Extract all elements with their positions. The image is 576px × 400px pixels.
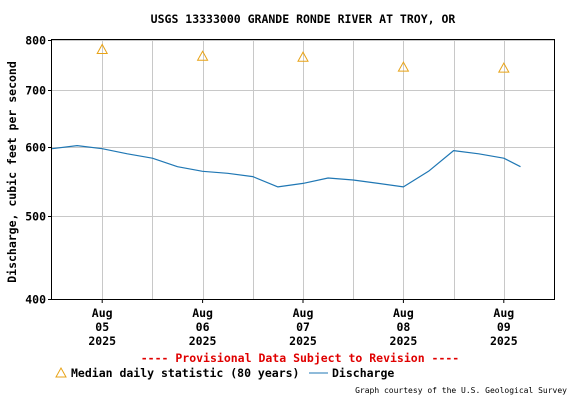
x-tick-day: 07 [296, 320, 310, 334]
discharge-line [51, 145, 521, 188]
median-point [297, 51, 309, 62]
x-tick-year: 2025 [490, 334, 518, 348]
x-tick-month: Aug [92, 306, 113, 320]
legend: Median daily statistic (80 years) Discha… [55, 366, 394, 380]
x-tick-day: 09 [497, 320, 511, 334]
x-axis: Aug052025Aug062025Aug072025Aug082025Aug0… [88, 299, 518, 348]
median-point [196, 50, 209, 61]
legend-discharge-label: Discharge [332, 366, 394, 380]
y-tick-label: 500 [25, 210, 46, 224]
y-tick-label: 400 [25, 293, 46, 307]
x-tick-year: 2025 [189, 334, 217, 348]
y-tick-label: 800 [25, 34, 46, 48]
grid-layer [52, 40, 554, 300]
x-tick-year: 2025 [289, 334, 317, 348]
chart-title: USGS 13333000 GRANDE RONDE RIVER AT TROY… [151, 12, 456, 26]
x-tick-month: Aug [393, 306, 414, 320]
y-axis-label: Discharge, cubic feet per second [5, 61, 19, 283]
legend-median-label: Median daily statistic (80 years) [71, 366, 299, 380]
x-tick-month: Aug [493, 306, 514, 320]
median-point [497, 62, 510, 73]
usgs-credit: Graph courtesy of the U.S. Geological Su… [355, 386, 567, 395]
x-tick-day: 05 [95, 320, 109, 334]
x-tick-day: 06 [196, 320, 210, 334]
x-tick-month: Aug [293, 306, 314, 320]
median-point [96, 43, 109, 54]
x-tick-month: Aug [192, 306, 213, 320]
x-tick-day: 08 [396, 320, 410, 334]
series-layer [51, 43, 521, 188]
x-tick-year: 2025 [390, 334, 418, 348]
median-point [397, 61, 410, 72]
y-tick-label: 600 [25, 141, 46, 155]
y-axis: 800 700 600 500 400 [25, 34, 52, 307]
median-legend-icon [55, 366, 67, 378]
provisional-notice: ---- Provisional Data Subject to Revisio… [141, 351, 460, 365]
x-tick-year: 2025 [88, 334, 116, 348]
y-tick-label: 700 [25, 84, 46, 98]
